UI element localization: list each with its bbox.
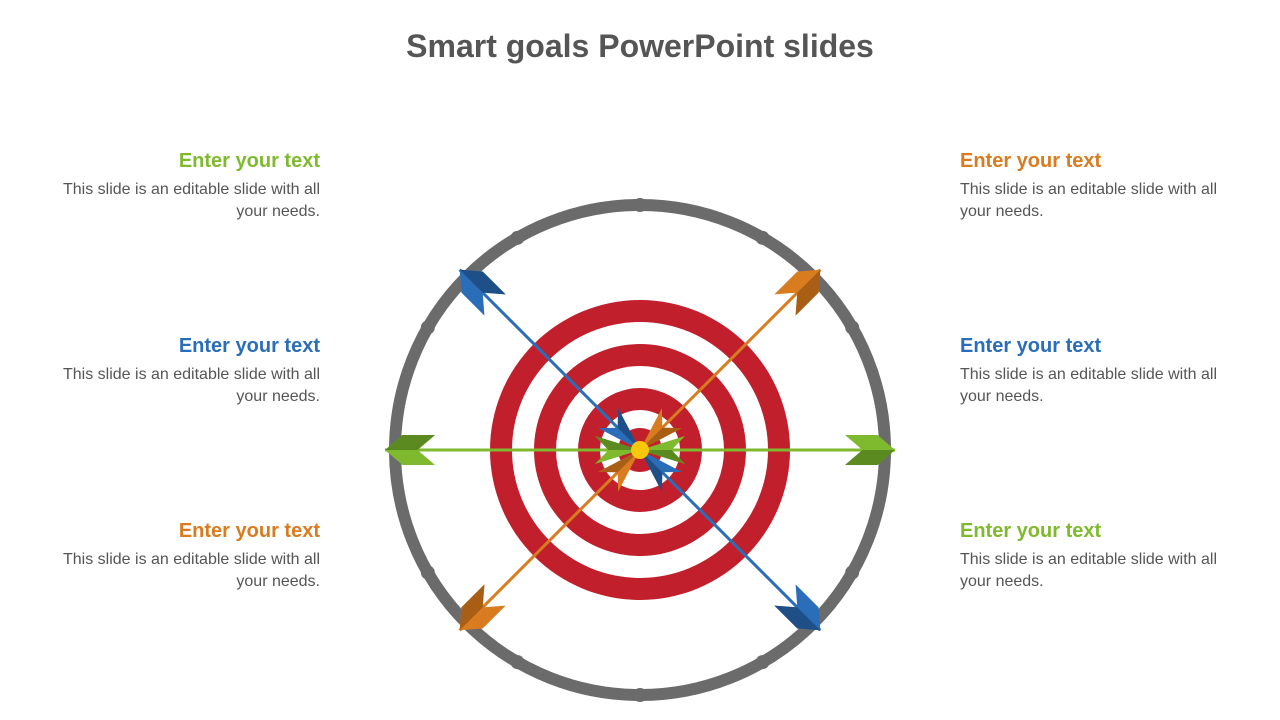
content-area: Enter your text This slide is an editabl… bbox=[0, 120, 1280, 720]
heading-mid-right: Enter your text bbox=[960, 335, 1220, 358]
body-bot-right: This slide is an editable slide with all… bbox=[960, 549, 1220, 594]
heading-bot-right: Enter your text bbox=[960, 520, 1220, 543]
text-block-top-right: Enter your text This slide is an editabl… bbox=[960, 150, 1220, 224]
slide-title: Smart goals PowerPoint slides bbox=[0, 0, 1280, 65]
heading-mid-left: Enter your text bbox=[60, 335, 320, 358]
text-block-mid-left: Enter your text This slide is an editabl… bbox=[60, 335, 320, 409]
body-top-left: This slide is an editable slide with all… bbox=[60, 179, 320, 224]
text-block-top-left: Enter your text This slide is an editabl… bbox=[60, 150, 320, 224]
text-block-bot-left: Enter your text This slide is an editabl… bbox=[60, 520, 320, 594]
body-bot-left: This slide is an editable slide with all… bbox=[60, 549, 320, 594]
heading-top-left: Enter your text bbox=[60, 150, 320, 173]
heading-bot-left: Enter your text bbox=[60, 520, 320, 543]
body-mid-left: This slide is an editable slide with all… bbox=[60, 364, 320, 409]
text-block-mid-right: Enter your text This slide is an editabl… bbox=[960, 335, 1220, 409]
body-top-right: This slide is an editable slide with all… bbox=[960, 179, 1220, 224]
heading-top-right: Enter your text bbox=[960, 150, 1220, 173]
text-block-bot-right: Enter your text This slide is an editabl… bbox=[960, 520, 1220, 594]
body-mid-right: This slide is an editable slide with all… bbox=[960, 364, 1220, 409]
target-diagram bbox=[380, 190, 900, 710]
